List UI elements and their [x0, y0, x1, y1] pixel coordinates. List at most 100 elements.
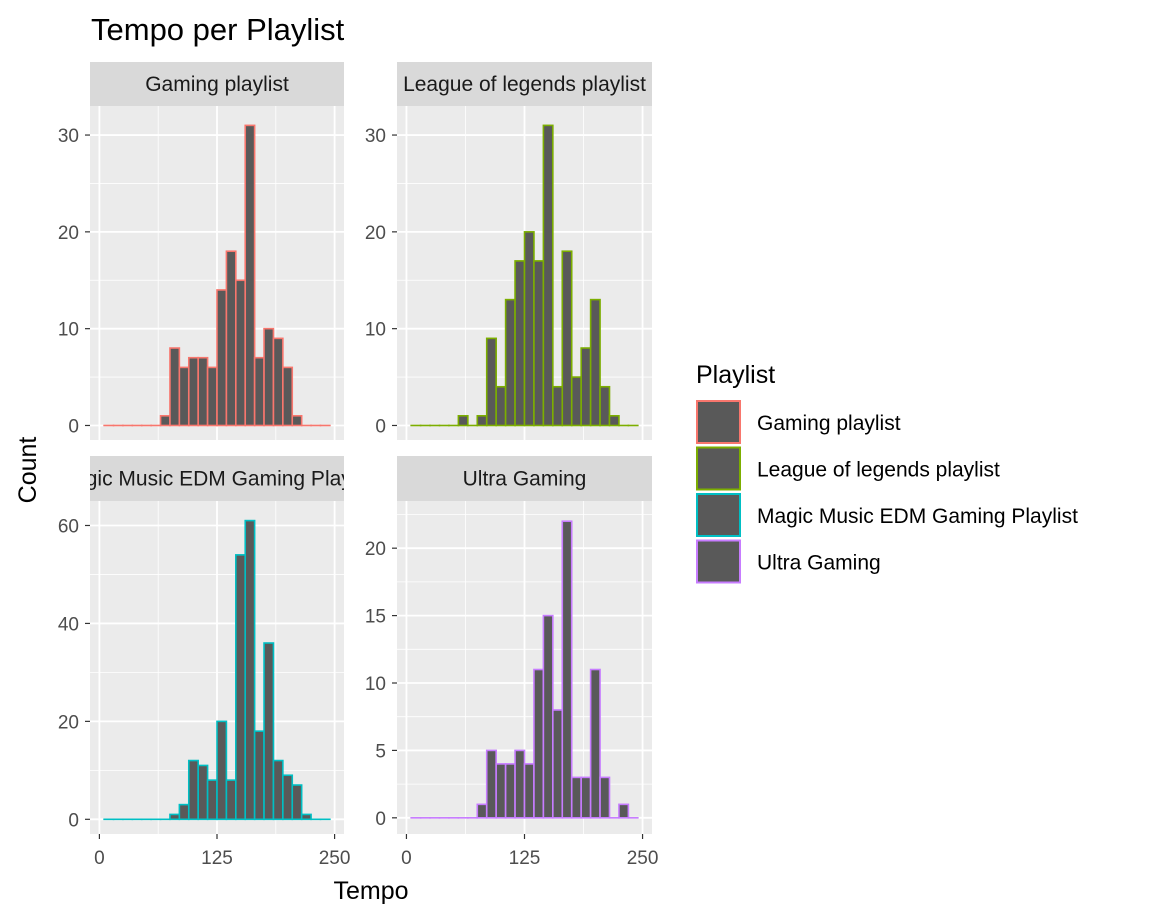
y-tick-label: 30: [58, 126, 79, 147]
y-tick-label: 20: [365, 539, 386, 560]
histogram-bar: [533, 668, 545, 819]
histogram-bar: [599, 385, 611, 427]
facet-panel: League of legends playlist 0 10 20 30: [365, 62, 652, 440]
histogram-bar: [197, 764, 209, 821]
histogram-bar: [580, 347, 592, 427]
histogram-bar: [197, 356, 209, 427]
y-tick-label: 40: [58, 614, 79, 635]
histogram-bar: [169, 813, 181, 821]
histogram-bar: [263, 642, 275, 821]
histogram-bar: [589, 298, 601, 427]
histogram-bar: [561, 520, 573, 819]
histogram-bar: [561, 250, 573, 427]
legend-key: [696, 493, 741, 537]
histogram-bar: [206, 779, 218, 821]
histogram-bar: [263, 327, 275, 427]
histogram-bar: [485, 749, 497, 819]
facet-panels: Gaming playlist 0 10 20 30 League of legends …: [57, 62, 659, 869]
y-tick-label: 10: [365, 674, 386, 695]
histogram-bar: [476, 414, 488, 427]
x-tick-label: 250: [627, 848, 659, 869]
histogram-bar: [533, 260, 545, 427]
histogram-bar: [235, 554, 247, 821]
x-tick-label: 0: [94, 848, 105, 869]
y-axis-title: Count: [14, 437, 42, 504]
y-tick-label: 0: [375, 809, 386, 830]
facet-panel: Gaming playlist 0 10 20 30: [58, 62, 344, 440]
legend-key: [696, 446, 741, 491]
histogram-bars: [103, 124, 331, 427]
histogram-bar: [570, 776, 582, 819]
histogram-bar: [225, 779, 237, 821]
y-tick-label: 10: [365, 320, 386, 341]
facet-strip-label: League of legends playlist: [403, 73, 646, 96]
histogram-bar: [178, 803, 190, 821]
histogram-bar: [570, 376, 582, 427]
histogram-bar: [542, 124, 554, 427]
legend-label: Ultra Gaming: [757, 552, 881, 575]
histogram-bar: [216, 720, 228, 821]
facet-strip-label: Gaming playlist: [145, 73, 289, 96]
histogram-bar: [542, 614, 554, 819]
y-tick-label: 10: [58, 320, 79, 341]
histogram-bar: [523, 231, 535, 427]
histogram-bar: [187, 356, 199, 427]
y-tick-label: 15: [365, 607, 386, 628]
y-tick-label: 60: [58, 516, 79, 537]
histogram-bar: [514, 260, 526, 427]
facet-strip-background: [397, 456, 652, 501]
histogram-bar: [216, 289, 228, 427]
histogram-bar: [599, 776, 611, 819]
legend-label: Gaming playlist: [757, 412, 901, 435]
histogram-bar: [244, 124, 256, 427]
y-tick-label: 30: [365, 126, 386, 147]
legend-key: [696, 400, 741, 444]
histogram-bar: [514, 749, 526, 819]
y-tick-label: 20: [365, 223, 386, 244]
histogram-bar: [504, 763, 516, 819]
facet-strip-label: Magic Music EDM Gaming Playlist: [57, 468, 378, 491]
histogram-bar: [291, 784, 303, 821]
histogram-bar: [244, 519, 256, 821]
histogram-bars: [410, 520, 639, 819]
histogram-bar: [504, 298, 516, 427]
x-tick-label: 0: [401, 848, 412, 869]
histogram-bar: [187, 759, 199, 821]
legend-item: Ultra Gaming: [696, 539, 881, 584]
histogram-bar: [282, 774, 294, 821]
x-tick-label: 125: [201, 848, 233, 869]
histogram-bar: [282, 366, 294, 427]
legend: Playlist Gaming playlist League of legend…: [696, 361, 1078, 584]
facet-strip-label: Ultra Gaming: [463, 468, 587, 491]
y-tick-label: 0: [68, 416, 79, 437]
histogram-bar: [235, 279, 247, 427]
chart-title: Tempo per Playlist: [91, 12, 345, 47]
histogram-bar: [495, 385, 507, 427]
facet-strip-background: [397, 62, 652, 106]
histogram-bar: [300, 813, 312, 821]
histogram-bar: [225, 250, 237, 427]
y-tick-label: 20: [58, 712, 79, 733]
facet-panel: Magic Music EDM Gaming Playlist 0 20 40 60 0 1…: [57, 456, 378, 869]
histogram-bar: [552, 385, 564, 427]
histogram-bar: [485, 337, 497, 427]
legend-title: Playlist: [696, 361, 775, 389]
histogram-bars: [103, 519, 331, 821]
histogram-bar: [608, 414, 620, 427]
legend-item: League of legends playlist: [696, 446, 1000, 491]
legend-label: League of legends playlist: [757, 459, 1000, 482]
histogram-bar: [206, 366, 218, 427]
histogram-bars: [410, 124, 639, 427]
histogram-bar: [159, 414, 171, 427]
histogram-bar: [272, 759, 284, 821]
histogram-bar: [552, 709, 564, 819]
histogram-bar: [618, 803, 630, 819]
histogram-bar: [580, 776, 592, 819]
y-tick-label: 0: [68, 810, 79, 831]
histogram-bar: [272, 337, 284, 427]
histogram-bar: [253, 730, 265, 821]
histogram-bar: [589, 668, 601, 819]
legend-key: [696, 539, 741, 584]
histogram-bar: [169, 347, 181, 427]
